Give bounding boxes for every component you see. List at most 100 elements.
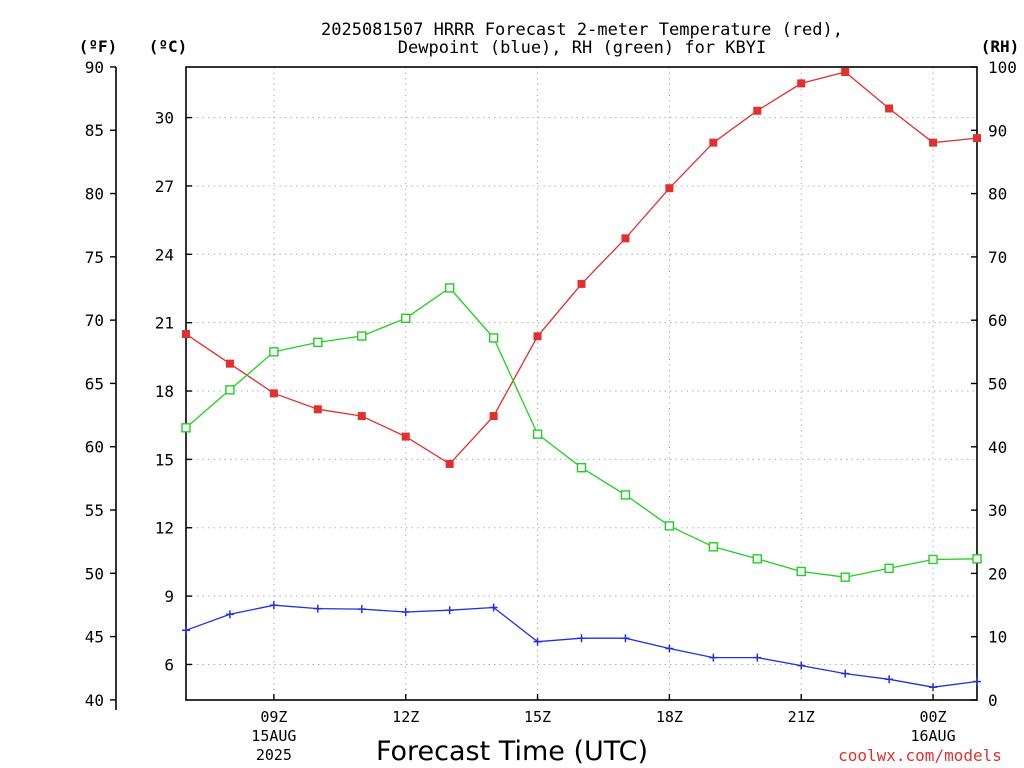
fahrenheit-tick-label: 75	[85, 248, 104, 267]
rh-point	[444, 283, 455, 293]
temperature-point	[929, 138, 938, 147]
rh-tick-label: 90	[988, 121, 1007, 140]
fahrenheit-tick-label: 80	[85, 185, 104, 204]
rh-unit-label: (RH)	[981, 37, 1020, 56]
temperature-point	[885, 104, 894, 113]
rh-line	[185, 287, 978, 578]
temperature-point	[445, 459, 454, 468]
x-tick-label: 21Z	[788, 708, 815, 726]
fahrenheit-tick-label: 40	[85, 691, 104, 710]
x-tick-label: 00Z	[920, 708, 947, 726]
temperature-point	[182, 330, 190, 339]
rh-point	[752, 554, 762, 564]
rh-point	[928, 554, 938, 565]
dewpoint-point	[973, 677, 981, 686]
fahrenheit-tick-label: 55	[85, 501, 104, 520]
rh-point	[313, 337, 323, 348]
fahrenheit-tick-label: 65	[85, 374, 104, 393]
rh-tick-label: 10	[988, 628, 1007, 647]
rh-point	[269, 347, 279, 357]
rh-tick-label: 0	[988, 691, 998, 710]
fahrenheit-tick-label: 50	[85, 564, 104, 583]
plot-frame	[185, 66, 978, 701]
temperature-point	[709, 138, 718, 147]
temperature-point	[797, 79, 806, 88]
temperature-point	[973, 134, 981, 143]
fahrenheit-tick-label: 90	[85, 58, 104, 77]
rh-point	[972, 554, 982, 564]
dewpoint-point	[533, 637, 542, 646]
celsius-tick-label: 27	[155, 177, 174, 196]
dewpoint-point	[929, 683, 938, 692]
dewpoint-point	[885, 675, 894, 684]
dewpoint-point	[357, 605, 366, 614]
temperature-point	[269, 389, 278, 398]
dewpoint-point	[401, 608, 410, 617]
x-tick-label: 12Z	[392, 708, 419, 726]
dewpoint-point	[665, 644, 674, 653]
celsius-tick-label: 9	[164, 587, 174, 606]
rh-point	[708, 542, 719, 552]
rh-tick-label: 20	[988, 564, 1007, 583]
rh-point	[357, 331, 367, 341]
dewpoint-line	[185, 604, 978, 688]
rh-point	[664, 521, 675, 531]
temperature-point	[665, 184, 674, 193]
celsius-tick-label: 18	[155, 382, 174, 401]
temperature-point	[225, 359, 234, 368]
rh-tick-label: 40	[988, 438, 1007, 457]
fahrenheit-tick-label: 70	[85, 311, 104, 330]
dewpoint-point	[753, 653, 762, 662]
dewpoint-point	[182, 626, 190, 635]
celsius-unit-label: (ºC)	[149, 37, 188, 56]
celsius-tick-label: 6	[164, 655, 174, 674]
rh-point	[488, 333, 499, 343]
rh-tick-label: 60	[988, 311, 1007, 330]
temperature-point	[841, 68, 850, 77]
fahrenheit-unit-label: (ºF)	[79, 37, 118, 56]
rh-tick-label: 80	[988, 185, 1007, 204]
x-tick-label: 18Z	[656, 708, 683, 726]
temperature-point	[401, 432, 410, 441]
fahrenheit-tick-label: 85	[85, 121, 104, 140]
x-tick-label: 2025	[256, 746, 292, 764]
rh-point	[401, 313, 411, 324]
temperature-point	[489, 412, 498, 421]
axes: 40 45 50 55 60 65 70 75 80 85 90 6 9 12 15 18 21 24 27 30 0 1…	[85, 58, 1017, 764]
dewpoint-point	[269, 601, 278, 610]
chart-title-line2: Dewpoint (blue), RH (green) for KBYI	[398, 38, 766, 58]
rh-point	[181, 423, 191, 433]
temperature-point	[577, 279, 586, 288]
x-tick-label: 16AUG	[910, 727, 955, 745]
x-tick-label: 09Z	[260, 708, 287, 726]
temperature-point	[621, 234, 630, 243]
rh-tick-label: 70	[988, 248, 1007, 267]
rh-point	[620, 490, 631, 500]
fahrenheit-tick-label: 45	[85, 628, 104, 647]
x-tick-label: 15AUG	[251, 727, 296, 745]
celsius-tick-label: 12	[155, 519, 174, 538]
rh-point	[576, 462, 587, 473]
temperature-point	[753, 106, 762, 115]
rh-point	[532, 429, 543, 439]
dewpoint-point	[621, 634, 630, 643]
temperature-point	[533, 332, 542, 341]
rh-point	[884, 563, 894, 574]
rh-point	[225, 385, 235, 395]
dewpoint-point	[313, 604, 322, 613]
rh-point	[840, 572, 850, 582]
x-axis-label: Forecast Time (UTC)	[376, 736, 648, 767]
dewpoint-point	[841, 669, 850, 678]
temperature-line	[185, 71, 978, 465]
fahrenheit-tick-label: 60	[85, 438, 104, 457]
dewpoint-point	[797, 661, 806, 670]
credit-text: coolwx.com/models	[838, 746, 1002, 765]
celsius-tick-label: 21	[155, 314, 174, 333]
temperature-point	[357, 412, 366, 421]
x-tick-label: 15Z	[524, 708, 551, 726]
dewpoint-point	[577, 634, 586, 643]
celsius-tick-label: 24	[155, 245, 174, 264]
chart-title-line1: 2025081507 HRRR Forecast 2-meter Tempera…	[321, 20, 843, 40]
grid-lines	[186, 67, 977, 700]
